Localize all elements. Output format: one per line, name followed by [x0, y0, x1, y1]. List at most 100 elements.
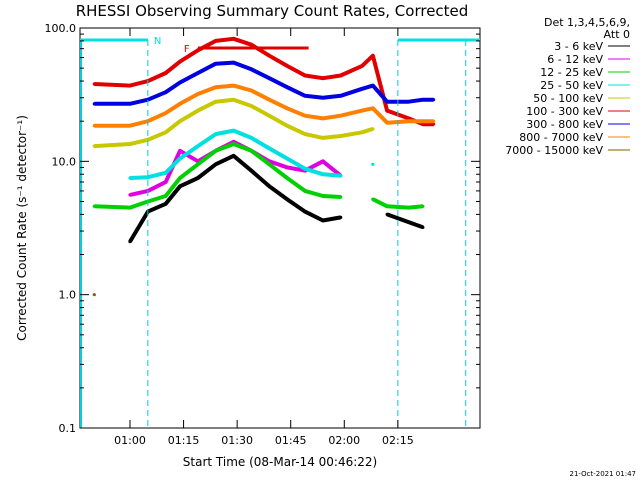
x-tick-label: 01:00: [114, 434, 146, 447]
series-line: [94, 60, 434, 106]
data-point: [164, 90, 168, 94]
data-point: [249, 169, 254, 173]
data-point: [231, 142, 236, 146]
data-point: [214, 162, 218, 166]
data-point: [321, 218, 325, 223]
data-point: [285, 106, 289, 110]
legend-label: 50 - 100 keV: [533, 92, 603, 105]
status-bar-label: N: [154, 36, 161, 47]
data-point: [285, 197, 289, 201]
data-point: [339, 94, 343, 98]
data-point: [214, 39, 218, 43]
x-tick-label: 02:15: [382, 434, 414, 447]
data-point: [385, 212, 389, 216]
data-point: [371, 106, 375, 110]
data-point: [285, 156, 289, 161]
data-point: [303, 94, 307, 98]
data-point: [421, 119, 425, 123]
data-point: [128, 83, 132, 88]
data-point: [267, 146, 271, 151]
data-point: [267, 98, 271, 102]
data-point: [178, 176, 182, 180]
y-tick-label: 1.0: [59, 289, 77, 302]
data-point: [164, 180, 168, 184]
data-point: [421, 98, 425, 102]
data-point: [249, 43, 254, 47]
data-point: [196, 92, 200, 96]
data-point: [164, 130, 168, 134]
legend-label: 7000 - 15000 keV: [505, 144, 603, 157]
data-point: [92, 102, 96, 106]
legend-label: 25 - 50 keV: [540, 79, 603, 92]
data-point: [128, 142, 132, 146]
data-point: [406, 119, 411, 123]
y-tick-label: 100.0: [45, 22, 77, 35]
data-point: [178, 102, 182, 106]
data-point: [385, 121, 389, 125]
data-point: [92, 144, 96, 148]
data-point: [371, 127, 375, 131]
series-line: [94, 142, 424, 210]
data-point: [178, 184, 182, 188]
x-tick-label: 01:30: [221, 434, 253, 447]
data-point: [267, 54, 271, 58]
legend-label: 3 - 6 keV: [554, 40, 603, 53]
data-point: [178, 156, 182, 161]
data-point: [92, 82, 96, 86]
data-point: [92, 124, 96, 128]
data-point: [178, 149, 182, 153]
data-point: [321, 96, 325, 100]
data-point: [303, 167, 307, 171]
legend-label: 6 - 12 keV: [547, 53, 603, 66]
data-point: [231, 154, 236, 158]
data-point: [321, 172, 325, 176]
data-point: [303, 73, 307, 78]
data-point: [196, 71, 200, 75]
data-point: [214, 100, 218, 104]
data-point: [431, 98, 436, 102]
data-point: [285, 64, 289, 68]
data-point: [339, 73, 343, 78]
data-point: [164, 71, 168, 75]
data-point: [128, 176, 132, 180]
data-point: [128, 124, 132, 128]
data-point: [128, 193, 132, 197]
data-point: [178, 80, 182, 85]
footer-timestamp: 21-Oct-2021 01:47: [570, 470, 636, 478]
y-axis-label: Corrected Count Rate (s⁻¹ detector⁻¹): [15, 115, 29, 341]
legend-label: 100 - 300 keV: [526, 105, 603, 118]
data-point: [339, 174, 343, 178]
data-point: [214, 62, 218, 66]
series-line: [94, 97, 374, 149]
data-point: [360, 87, 364, 91]
data-point: [249, 149, 254, 153]
data-point: [303, 132, 307, 136]
data-point: [406, 116, 411, 120]
data-point: [406, 205, 411, 210]
data-point: [164, 194, 168, 198]
data-point: [267, 76, 271, 80]
data-point: [92, 204, 96, 208]
data-point: [321, 194, 325, 198]
data-point: [146, 98, 150, 102]
data-point: [285, 176, 289, 180]
data-point: [339, 195, 343, 199]
data-point: [303, 209, 307, 214]
data-point: [214, 85, 218, 89]
data-point: [321, 76, 325, 80]
data-point: [146, 138, 150, 142]
status-bars: NF: [80, 36, 480, 428]
data-point: [360, 64, 364, 68]
x-tick-label: 01:45: [275, 434, 307, 447]
data-point: [128, 205, 132, 210]
data-point: [267, 114, 271, 118]
data-point: [178, 59, 182, 64]
legend-label: 300 - 800 keV: [526, 118, 603, 131]
data-point: [321, 136, 325, 140]
series-line: [94, 83, 434, 128]
data-point: [231, 37, 236, 41]
data-point: [321, 116, 325, 120]
data-point: [214, 132, 218, 136]
x-tick-label: 02:00: [328, 434, 360, 447]
